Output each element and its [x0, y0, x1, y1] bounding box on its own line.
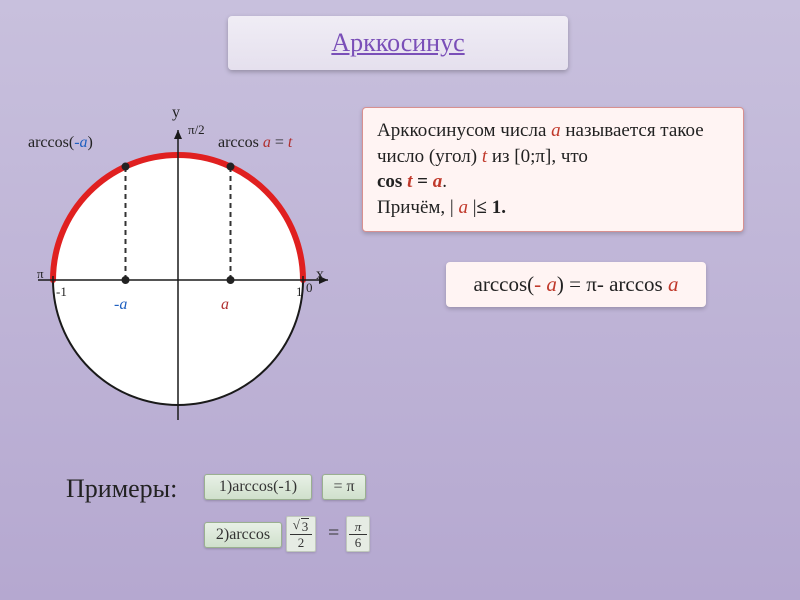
a-neg-label: -a: [114, 296, 127, 314]
definition-box: Арккосинусом числа a называется такое чи…: [362, 107, 744, 232]
a-pos-label: a: [221, 296, 229, 314]
examples-label: Примеры:: [66, 474, 177, 504]
example2-fraction-input: 3 2: [286, 516, 316, 552]
pos1-label: 1: [296, 284, 303, 300]
zero-label: 0: [306, 280, 313, 296]
example1-button[interactable]: 1)arccos(-1): [204, 474, 312, 500]
circle-svg: [18, 110, 338, 450]
formula-box: arccos(- a) = π- arccos a: [446, 262, 706, 307]
page-title: Арккосинус: [331, 28, 464, 58]
pi-label: π: [37, 266, 44, 282]
pi-half-label: π/2: [188, 122, 205, 138]
y-axis-label: y: [172, 104, 180, 122]
arccos-a-label: arccos a = t: [218, 134, 292, 152]
arccos-neg-a-label: arccos(-a): [28, 134, 93, 152]
unit-circle-diagram: y π/2 x 0 π -1 1 a -a arccos a = t arcco…: [18, 110, 338, 430]
example1-result[interactable]: = π: [322, 474, 366, 500]
title-box: Арккосинус: [228, 16, 568, 70]
x-axis-label: x: [316, 266, 324, 284]
example2-fraction-result: π 6: [346, 516, 370, 552]
example2-button[interactable]: 2)arccos: [204, 522, 282, 548]
neg1-label: -1: [56, 284, 67, 300]
equals-sign: =: [328, 522, 339, 545]
